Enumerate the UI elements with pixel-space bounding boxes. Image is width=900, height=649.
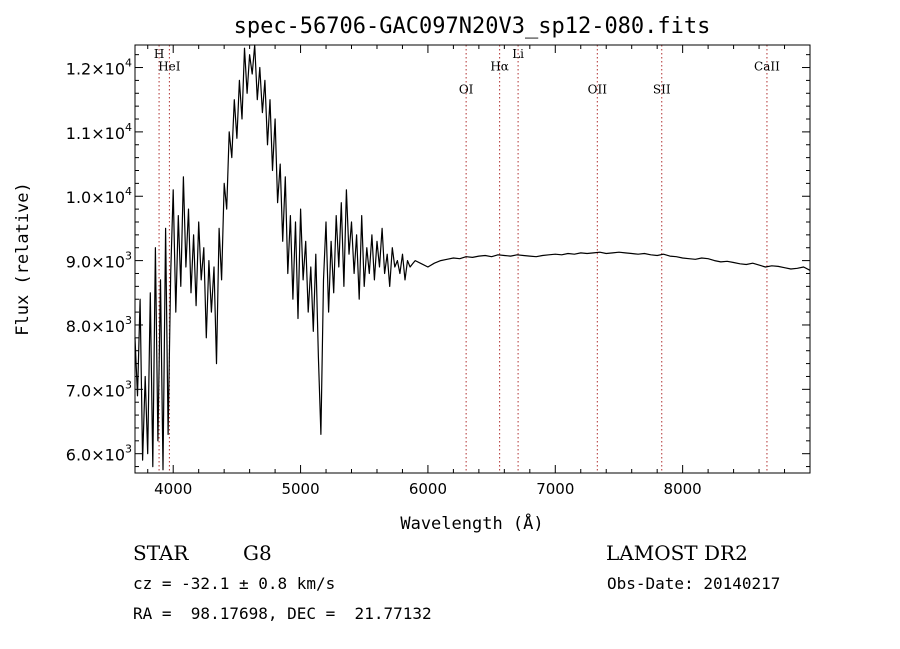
x-tick-label: 8000 (664, 480, 702, 498)
x-tick-label: 7000 (536, 480, 574, 498)
y-tick-label: 1.1×104 (66, 121, 132, 143)
plot-frame (134, 44, 811, 474)
y-tick-label: 1.0×104 (66, 185, 132, 207)
spectral-line-label: H (154, 47, 164, 61)
y-axis-label: Flux (relative) (13, 182, 33, 336)
spectral-line-label: SII (653, 82, 671, 96)
x-tick-label: 6000 (409, 480, 447, 498)
y-tick-label: 1.2×104 (66, 57, 132, 79)
survey-name: LAMOST DR2 (606, 541, 748, 565)
spectrum-trace-group (134, 44, 811, 471)
spectral-line-label: Li (512, 47, 524, 61)
x-axis: 4000 5000 6000 7000 8000 (147, 45, 786, 498)
spectrum-series-0 (134, 44, 811, 471)
x-tick-label: 4000 (154, 480, 192, 498)
spectral-line-label: OI (459, 82, 474, 96)
y-tick-label: 9.0×103 (66, 250, 132, 272)
spectral-subclass: G8 (243, 541, 272, 565)
spectral-line-label: Hα (490, 60, 509, 74)
spectral-line-label: CaII (754, 60, 780, 74)
observation-date: Obs-Date: 20140217 (607, 574, 780, 593)
x-tick-label: 5000 (281, 480, 319, 498)
y-tick-label: 8.0×103 (66, 314, 132, 336)
redshift-cz: cz = -32.1 ± 0.8 km/s (133, 574, 335, 593)
spectral-line-label: HeI (158, 60, 181, 74)
chart-title: spec-56706-GAC097N20V3_sp12-080.fits (234, 14, 711, 39)
x-axis-label: Wavelength (Å) (400, 512, 543, 534)
y-tick-label: 7.0×103 (66, 378, 132, 400)
y-axis: 6.0×103 7.0×103 8.0×103 9.0×103 1.0×104 1.1×1… (66, 54, 810, 468)
coordinates: RA = 98.17698, DEC = 21.77132 (133, 604, 432, 623)
y-tick-label: 6.0×103 (66, 443, 132, 465)
object-type: STAR (133, 541, 189, 565)
spectral-line-label: OII (588, 82, 608, 96)
